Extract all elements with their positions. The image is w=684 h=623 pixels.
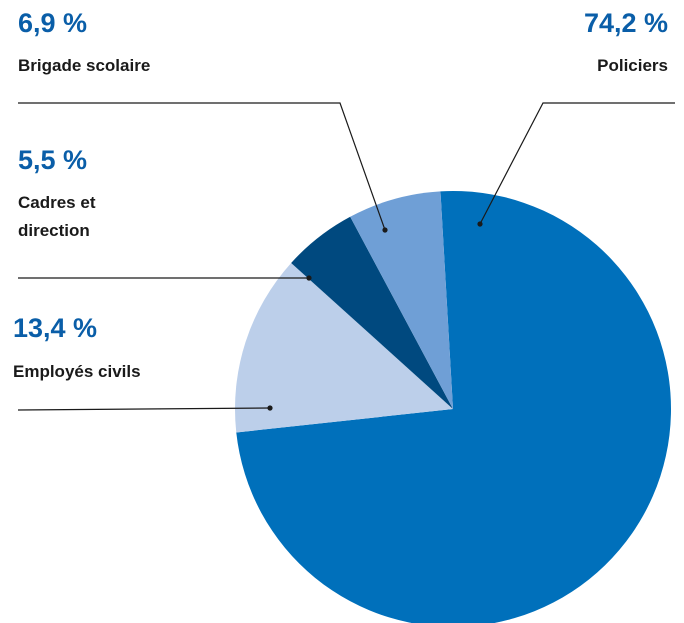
leader-dot-cadres-direction xyxy=(306,275,312,281)
category-label-policiers: Policiers xyxy=(597,56,668,75)
category-label-cadres-direction: Cadres et direction xyxy=(18,189,95,245)
category-label-brigade-scolaire: Brigade scolaire xyxy=(18,56,151,75)
slice-employes-civils xyxy=(235,262,453,433)
category-label-line-1: Cadres et xyxy=(18,193,96,212)
value-label-policiers: 74,2 % xyxy=(583,8,668,38)
leader-dot-policiers xyxy=(477,221,483,227)
leader-dot-brigade-scolaire xyxy=(382,227,388,233)
category-label-line-2: direction xyxy=(18,221,90,240)
value-label-cadres-direction: 5,5 % xyxy=(18,145,88,175)
value-label-employes-civils: 13,4 % xyxy=(13,313,98,343)
leader-line-employes-civils xyxy=(17,407,271,411)
leader-line-policiers xyxy=(479,102,675,225)
slice-policiers xyxy=(236,190,672,623)
category-label-employes-civils: Employés civils xyxy=(13,362,141,381)
leader-line-brigade-scolaire xyxy=(18,102,386,231)
slice-brigade-scolaire xyxy=(350,191,453,409)
slice-cadres-direction xyxy=(291,216,453,409)
value-label-brigade-scolaire: 6,9 % xyxy=(18,8,88,38)
leader-dot-employes-civils xyxy=(267,405,273,411)
